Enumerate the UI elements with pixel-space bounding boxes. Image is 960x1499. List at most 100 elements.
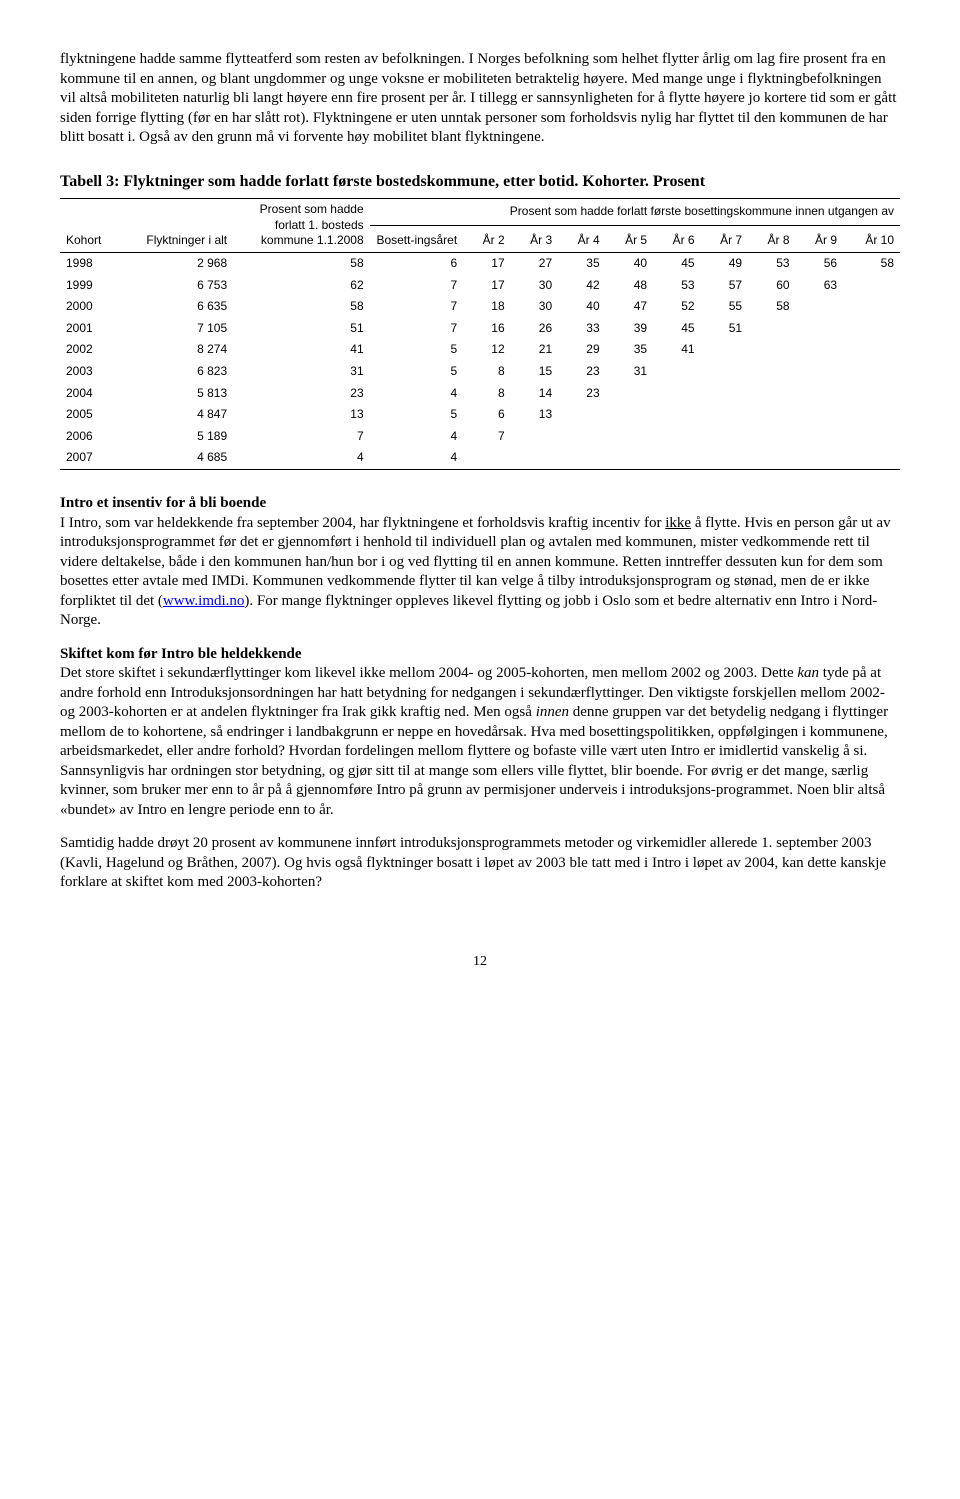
cell-value: 4 <box>370 383 464 405</box>
cell-value: 6 <box>463 404 510 426</box>
link-imdi[interactable]: www.imdi.no <box>163 593 245 609</box>
cell-value <box>653 447 700 469</box>
cell-value: 53 <box>748 253 795 275</box>
cell-value <box>748 383 795 405</box>
cell-value: 35 <box>606 339 653 361</box>
col-year-4: År 5 <box>606 226 653 253</box>
cell-value: 7 <box>370 296 464 318</box>
cell-value <box>653 383 700 405</box>
paragraph-skiftet: Det store skiftet i sekundærflyttinger k… <box>60 664 900 820</box>
cell-kohort: 2007 <box>60 447 123 469</box>
cell-value: 39 <box>606 318 653 340</box>
cell-value <box>463 447 510 469</box>
cell-kohort: 2002 <box>60 339 123 361</box>
cell-value: 41 <box>653 339 700 361</box>
text-underline-ikke: ikke <box>665 515 691 531</box>
cell-value: 23 <box>558 361 605 383</box>
cell-value <box>748 318 795 340</box>
cell-value <box>843 296 900 318</box>
cell-kohort: 2006 <box>60 426 123 448</box>
cell-value: 17 <box>463 275 510 297</box>
cell-value: 13 <box>511 404 558 426</box>
heading-intro-incentive: Intro et insentiv for å bli boende <box>60 494 900 514</box>
cell-value <box>558 404 605 426</box>
table-row: 20028 2744151221293541 <box>60 339 900 361</box>
cell-value <box>606 383 653 405</box>
cell-value: 51 <box>701 318 748 340</box>
cell-value <box>843 275 900 297</box>
cell-value: 30 <box>511 275 558 297</box>
cell-value <box>796 296 843 318</box>
cell-kohort: 2004 <box>60 383 123 405</box>
col-year-9: År 10 <box>843 226 900 253</box>
cell-value: 7 <box>370 275 464 297</box>
cell-value <box>796 318 843 340</box>
cell-value <box>511 426 558 448</box>
cell-kohort: 1999 <box>60 275 123 297</box>
cell-value: 35 <box>558 253 605 275</box>
cell-value <box>511 447 558 469</box>
table-row: 20054 847135613 <box>60 404 900 426</box>
cell-value <box>701 383 748 405</box>
col-kohort: Kohort <box>60 199 123 253</box>
cell-value: 6 <box>370 253 464 275</box>
cell-value <box>653 426 700 448</box>
cell-prosent: 13 <box>233 404 370 426</box>
table-row: 19996 7536271730424853576063 <box>60 275 900 297</box>
cell-kohort: 1998 <box>60 253 123 275</box>
text-italic-kan: kan <box>797 665 819 681</box>
cell-value <box>653 361 700 383</box>
cell-value: 12 <box>463 339 510 361</box>
col-prosent-forlatt: Prosent som hadde forlatt 1. bosteds kom… <box>233 199 370 253</box>
cell-value: 49 <box>701 253 748 275</box>
cell-value <box>748 361 795 383</box>
cell-value <box>796 361 843 383</box>
cell-value: 5 <box>370 339 464 361</box>
cell-value <box>748 447 795 469</box>
cell-value: 5 <box>370 404 464 426</box>
cell-kohort: 2003 <box>60 361 123 383</box>
cell-value: 53 <box>653 275 700 297</box>
cell-value: 56 <box>796 253 843 275</box>
paragraph-1: flyktningene hadde samme flytteatferd so… <box>60 50 900 148</box>
table-3: Kohort Flyktninger i alt Prosent som had… <box>60 198 900 470</box>
col-year-8: År 9 <box>796 226 843 253</box>
cell-value <box>701 426 748 448</box>
cell-value <box>606 426 653 448</box>
cell-alt: 4 847 <box>123 404 233 426</box>
cell-value: 42 <box>558 275 605 297</box>
table-row: 20045 81323481423 <box>60 383 900 405</box>
cell-value: 52 <box>653 296 700 318</box>
cell-value: 8 <box>463 361 510 383</box>
cell-kohort: 2001 <box>60 318 123 340</box>
text: I Intro, som var heldekkende fra septemb… <box>60 515 665 531</box>
cell-alt: 6 635 <box>123 296 233 318</box>
cell-value: 15 <box>511 361 558 383</box>
cell-value: 16 <box>463 318 510 340</box>
cell-value: 33 <box>558 318 605 340</box>
cell-value: 26 <box>511 318 558 340</box>
cell-value: 58 <box>843 253 900 275</box>
cell-prosent: 58 <box>233 253 370 275</box>
cell-value: 45 <box>653 253 700 275</box>
table-row: 20036 8233158152331 <box>60 361 900 383</box>
cell-alt: 2 968 <box>123 253 233 275</box>
cell-value: 23 <box>558 383 605 405</box>
cell-value <box>843 447 900 469</box>
cell-value: 8 <box>463 383 510 405</box>
cell-value: 27 <box>511 253 558 275</box>
text: Det store skiftet i sekundærflyttinger k… <box>60 665 797 681</box>
cell-value <box>606 404 653 426</box>
col-year-7: År 8 <box>748 226 795 253</box>
cell-value <box>748 426 795 448</box>
table-row: 20065 189747 <box>60 426 900 448</box>
cell-prosent: 41 <box>233 339 370 361</box>
cell-alt: 5 813 <box>123 383 233 405</box>
table-row: 20006 63558718304047525558 <box>60 296 900 318</box>
cell-value: 7 <box>370 318 464 340</box>
cell-value <box>843 383 900 405</box>
cell-value <box>843 339 900 361</box>
cell-prosent: 31 <box>233 361 370 383</box>
table-row: 19982 968586172735404549535658 <box>60 253 900 275</box>
cell-value: 45 <box>653 318 700 340</box>
